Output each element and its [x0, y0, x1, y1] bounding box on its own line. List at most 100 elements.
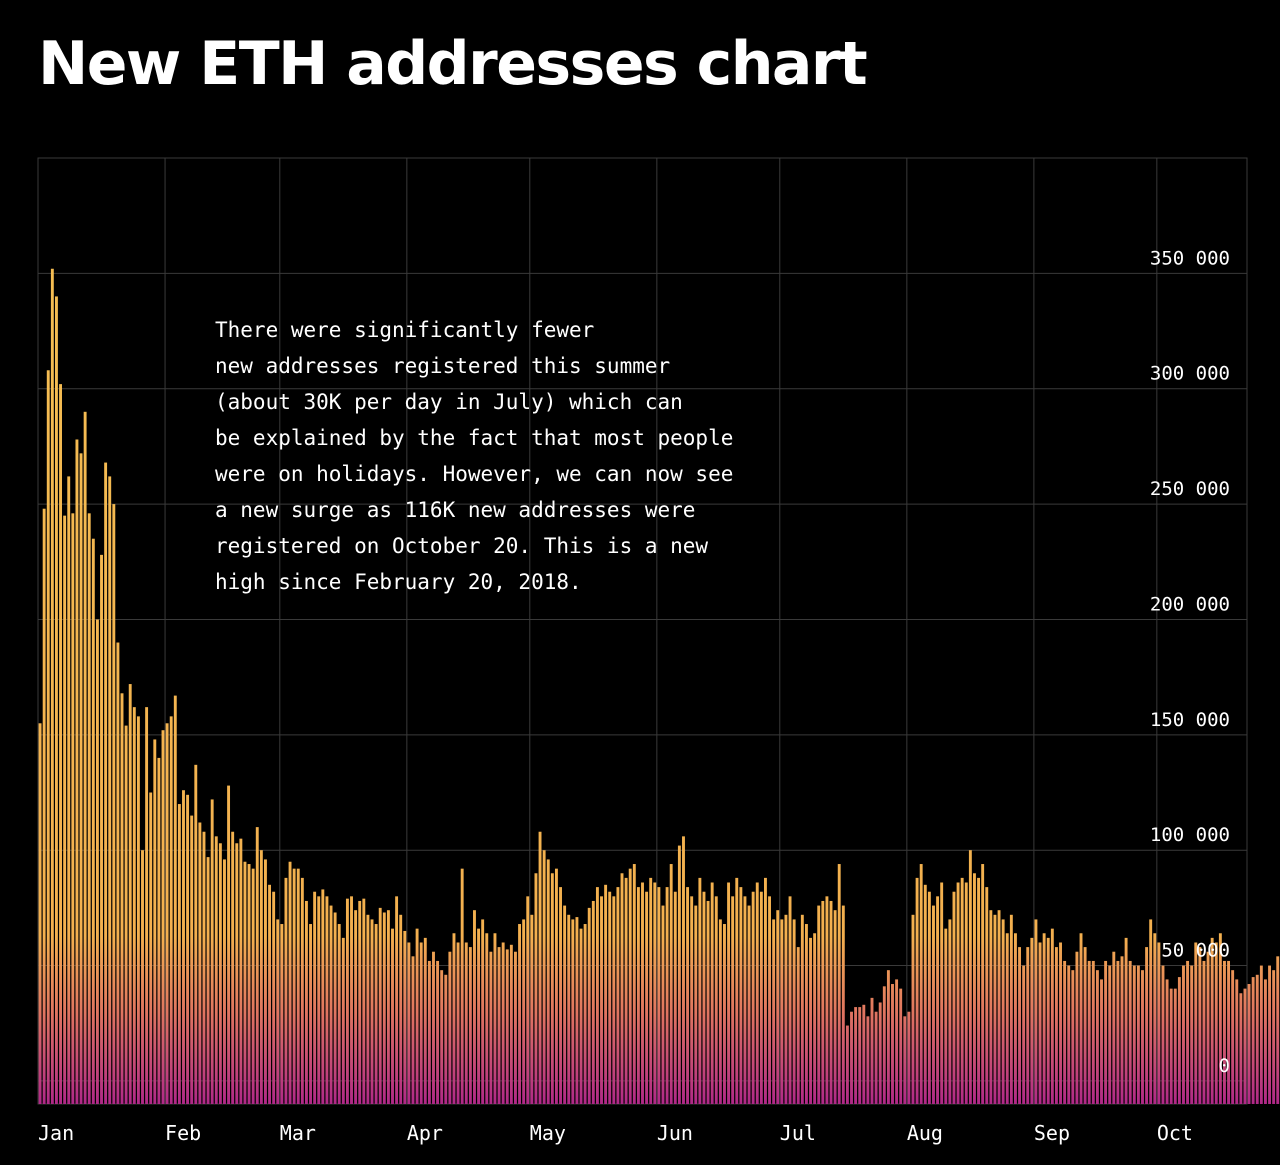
- bar: [837, 864, 841, 1104]
- bar: [727, 882, 731, 1104]
- bar: [259, 850, 263, 1104]
- bar: [317, 896, 321, 1104]
- bar: [891, 984, 894, 1104]
- bar: [829, 900, 833, 1104]
- bar: [1223, 960, 1226, 1104]
- bar: [452, 933, 456, 1104]
- bar: [300, 877, 304, 1104]
- bar: [509, 944, 513, 1104]
- bar: [1132, 965, 1136, 1104]
- bar: [1136, 965, 1140, 1104]
- bar: [157, 757, 161, 1104]
- bar: [845, 1025, 849, 1104]
- bar: [358, 900, 362, 1104]
- bar: [858, 1007, 862, 1104]
- bar: [1157, 942, 1161, 1104]
- bar: [522, 919, 526, 1104]
- y-tick-label: 250 000: [1150, 478, 1230, 500]
- bar: [448, 951, 452, 1104]
- bar: [419, 942, 423, 1104]
- bar: [1030, 937, 1034, 1104]
- bar: [1186, 960, 1190, 1104]
- bar: [132, 707, 136, 1104]
- bar: [661, 905, 665, 1104]
- x-tick: Feb: [165, 1121, 201, 1145]
- bar: [591, 900, 595, 1104]
- bar: [75, 439, 79, 1104]
- x-tick-label: Sep: [1034, 1121, 1070, 1145]
- bar: [919, 864, 923, 1104]
- bar: [1194, 942, 1198, 1104]
- bar: [46, 370, 50, 1104]
- bar: [432, 951, 435, 1104]
- bar: [874, 1011, 878, 1104]
- x-tick: Jan: [38, 1121, 74, 1145]
- x-tick-label: Oct: [1157, 1121, 1193, 1145]
- bar: [526, 896, 530, 1104]
- x-axis-ticks: Jan Feb Mar Apr May Jun Jul Aug Sep Oct: [38, 1121, 1193, 1145]
- bar: [403, 930, 407, 1104]
- bar: [813, 933, 817, 1104]
- bar: [903, 1016, 907, 1104]
- bar: [759, 891, 763, 1104]
- bar: [956, 882, 960, 1104]
- bar: [382, 912, 386, 1104]
- bar: [608, 891, 612, 1104]
- bar: [1091, 960, 1095, 1104]
- bar: [493, 933, 497, 1104]
- bar: [198, 822, 202, 1104]
- bar: [38, 723, 42, 1104]
- bar: [345, 898, 349, 1104]
- bar: [878, 1002, 882, 1104]
- bar: [407, 942, 411, 1104]
- y-tick-label: 300 000: [1150, 363, 1230, 385]
- x-tick-label: Mar: [280, 1121, 316, 1145]
- bar: [718, 919, 722, 1104]
- bar: [206, 857, 210, 1104]
- bar: [997, 910, 1001, 1104]
- bar: [374, 924, 378, 1104]
- bar: [1100, 979, 1103, 1104]
- bar: [579, 928, 583, 1104]
- bar: [1067, 965, 1071, 1104]
- bar: [915, 877, 919, 1104]
- bar: [968, 850, 972, 1104]
- bar: [341, 937, 345, 1104]
- bar: [1231, 970, 1235, 1104]
- bar: [296, 868, 300, 1104]
- bar: [190, 815, 194, 1104]
- bar: [575, 917, 579, 1104]
- y-tick: 0: [1219, 1055, 1230, 1077]
- bar: [95, 619, 99, 1104]
- x-tick-label: May: [530, 1121, 566, 1145]
- bar: [1071, 970, 1075, 1104]
- bar: [1116, 960, 1120, 1104]
- bar: [399, 914, 403, 1104]
- bar: [657, 887, 661, 1104]
- bar: [79, 453, 83, 1105]
- bar: [1165, 979, 1169, 1104]
- bar: [59, 384, 62, 1104]
- bar: [145, 707, 149, 1104]
- bar: [1042, 933, 1046, 1104]
- bar: [825, 896, 829, 1104]
- bar: [309, 924, 312, 1104]
- bar: [628, 868, 632, 1104]
- bar: [1034, 919, 1038, 1104]
- bar: [977, 877, 981, 1104]
- bar: [665, 887, 669, 1104]
- bar: [50, 268, 54, 1104]
- bar: [817, 905, 821, 1104]
- bar: [723, 924, 726, 1104]
- bar: [378, 907, 382, 1104]
- bar: [272, 891, 276, 1104]
- bar: [735, 877, 739, 1104]
- x-tick: Aug: [907, 1121, 943, 1145]
- bar: [981, 864, 985, 1104]
- bar: [542, 850, 546, 1104]
- bar: [669, 864, 673, 1104]
- bar: [182, 790, 185, 1104]
- annotation-line: There were significantly fewer: [215, 318, 595, 342]
- bar: [362, 898, 366, 1104]
